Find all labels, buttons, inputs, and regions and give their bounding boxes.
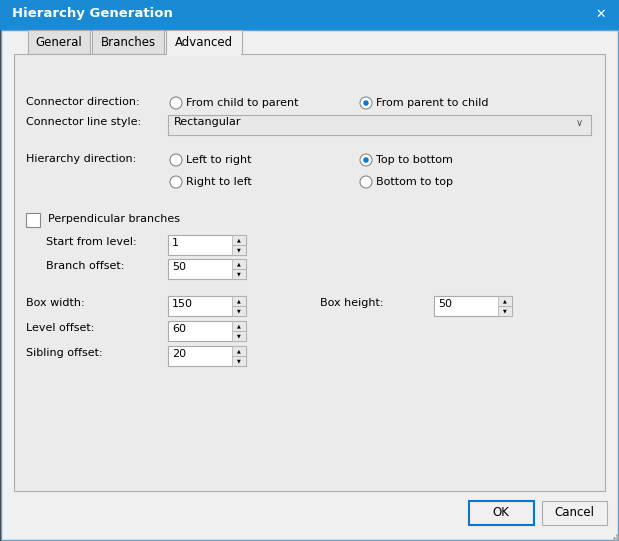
Text: ▼: ▼ [237, 333, 241, 339]
Text: ▲: ▲ [237, 348, 241, 353]
FancyBboxPatch shape [28, 30, 90, 54]
Text: ▼: ▼ [237, 272, 241, 276]
Circle shape [363, 157, 369, 163]
Text: ▲: ▲ [237, 324, 241, 328]
FancyBboxPatch shape [168, 296, 246, 316]
FancyBboxPatch shape [1, 30, 618, 540]
Text: Bottom to top: Bottom to top [376, 177, 453, 187]
Text: Cancel: Cancel [554, 506, 594, 519]
FancyBboxPatch shape [166, 30, 242, 54]
FancyBboxPatch shape [168, 115, 591, 135]
Text: Connector direction:: Connector direction: [26, 97, 140, 107]
FancyBboxPatch shape [0, 0, 619, 30]
Text: Sibling offset:: Sibling offset: [26, 348, 103, 358]
Text: ▲: ▲ [237, 261, 241, 267]
Text: Branches: Branches [100, 36, 155, 49]
Text: From child to parent: From child to parent [186, 98, 298, 108]
FancyBboxPatch shape [167, 53, 241, 56]
Text: ▲: ▲ [237, 299, 241, 304]
FancyBboxPatch shape [26, 213, 40, 227]
FancyBboxPatch shape [168, 235, 246, 255]
FancyBboxPatch shape [469, 501, 534, 525]
Text: Hierarchy Generation: Hierarchy Generation [12, 7, 173, 20]
Circle shape [170, 176, 182, 188]
FancyBboxPatch shape [434, 296, 512, 316]
Text: ✕: ✕ [595, 8, 606, 21]
Text: 50: 50 [172, 262, 186, 272]
Text: 150: 150 [172, 299, 193, 309]
Text: Left to right: Left to right [186, 155, 251, 165]
Text: Level offset:: Level offset: [26, 323, 94, 333]
Text: Top to bottom: Top to bottom [376, 155, 453, 165]
Text: From parent to child: From parent to child [376, 98, 488, 108]
FancyBboxPatch shape [232, 356, 246, 366]
FancyBboxPatch shape [168, 321, 246, 341]
Text: ▼: ▼ [237, 247, 241, 253]
Text: 20: 20 [172, 349, 186, 359]
Text: 1: 1 [172, 238, 179, 248]
Text: 50: 50 [438, 299, 452, 309]
Text: Branch offset:: Branch offset: [46, 261, 124, 271]
Text: Box height:: Box height: [320, 298, 384, 308]
Text: Hierarchy direction:: Hierarchy direction: [26, 154, 136, 164]
Circle shape [360, 176, 372, 188]
Text: OK: OK [493, 506, 509, 519]
FancyBboxPatch shape [232, 321, 246, 331]
Text: Connector line style:: Connector line style: [26, 117, 141, 127]
FancyBboxPatch shape [542, 501, 607, 525]
FancyBboxPatch shape [232, 331, 246, 341]
FancyBboxPatch shape [92, 30, 164, 54]
Text: Rectangular: Rectangular [174, 117, 241, 127]
FancyBboxPatch shape [498, 296, 512, 306]
Circle shape [360, 154, 372, 166]
Text: ▼: ▼ [237, 308, 241, 313]
FancyBboxPatch shape [232, 346, 246, 356]
Text: 60: 60 [172, 324, 186, 334]
FancyBboxPatch shape [232, 306, 246, 316]
Text: ∨: ∨ [576, 118, 582, 128]
Text: Box width:: Box width: [26, 298, 85, 308]
FancyBboxPatch shape [232, 235, 246, 245]
Text: Start from level:: Start from level: [46, 237, 137, 247]
Circle shape [170, 154, 182, 166]
Text: ▼: ▼ [503, 308, 507, 313]
Circle shape [360, 97, 372, 109]
FancyBboxPatch shape [14, 54, 605, 491]
FancyBboxPatch shape [232, 245, 246, 255]
Circle shape [363, 100, 369, 105]
FancyBboxPatch shape [168, 259, 246, 279]
Text: ▼: ▼ [237, 359, 241, 364]
Text: ▲: ▲ [237, 237, 241, 242]
Text: Advanced: Advanced [175, 36, 233, 49]
Text: Perpendicular branches: Perpendicular branches [48, 214, 180, 224]
Text: General: General [36, 36, 82, 49]
FancyBboxPatch shape [168, 346, 246, 366]
Circle shape [170, 97, 182, 109]
FancyBboxPatch shape [232, 296, 246, 306]
Text: ▲: ▲ [503, 299, 507, 304]
Text: Right to left: Right to left [186, 177, 252, 187]
FancyBboxPatch shape [498, 306, 512, 316]
FancyBboxPatch shape [232, 259, 246, 269]
FancyBboxPatch shape [232, 269, 246, 279]
